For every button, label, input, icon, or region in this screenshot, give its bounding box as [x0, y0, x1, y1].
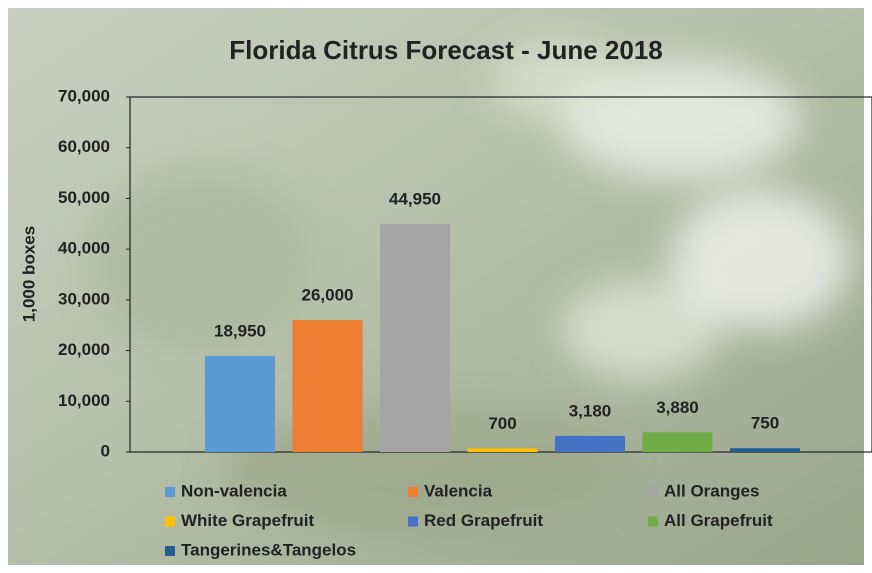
y-tick-label: 20,000 [58, 340, 110, 359]
bar [643, 432, 713, 452]
y-tick-label: 50,000 [58, 188, 110, 207]
bar [380, 224, 450, 452]
data-label: 750 [751, 414, 779, 433]
y-tick-label: 0 [101, 441, 110, 460]
y-tick-label: 60,000 [58, 137, 110, 156]
chart: Florida Citrus Forecast - June 2018 1,00… [0, 0, 872, 573]
y-tick-label: 70,000 [58, 86, 110, 105]
y-axis-label: 1,000 boxes [19, 226, 38, 322]
legend-label: All Grapefruit [664, 511, 773, 530]
legend-swatch [165, 517, 175, 527]
legend-label: Valencia [424, 481, 493, 500]
data-label: 3,880 [656, 398, 699, 417]
legend-swatch [648, 517, 658, 527]
bar [205, 356, 275, 452]
legend-label: Red Grapefruit [424, 511, 543, 530]
legend-swatch [165, 546, 175, 556]
y-tick-label: 10,000 [58, 391, 110, 410]
data-label: 26,000 [302, 286, 354, 305]
data-label: 3,180 [569, 401, 612, 420]
legend-swatch [408, 487, 418, 497]
legend-swatch [165, 487, 175, 497]
legend-swatch [648, 487, 658, 497]
bar [293, 320, 363, 452]
y-tick-label: 40,000 [58, 239, 110, 258]
data-label: 18,950 [214, 321, 266, 340]
bar [555, 436, 625, 452]
chart-title: Florida Citrus Forecast - June 2018 [229, 35, 662, 65]
bar [468, 448, 538, 452]
legend-label: All Oranges [664, 481, 759, 500]
legend-swatch [408, 517, 418, 527]
bar [730, 448, 800, 452]
legend-label: Non-valencia [181, 481, 287, 500]
y-tick-label: 30,000 [58, 289, 110, 308]
legend-label: White Grapefruit [181, 511, 315, 530]
legend-label: Tangerines&Tangelos [181, 540, 356, 559]
data-label: 700 [488, 414, 516, 433]
data-label: 44,950 [389, 190, 441, 209]
